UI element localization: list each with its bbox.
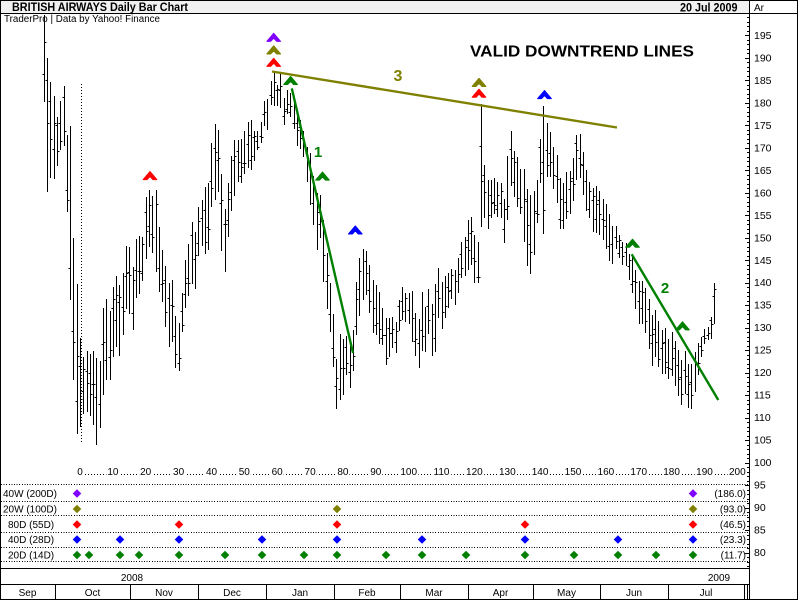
svg-text:Jan: Jan <box>292 588 308 599</box>
svg-text:190: 190 <box>754 52 772 64</box>
svg-text:100: 100 <box>754 457 772 469</box>
svg-text:30: 30 <box>173 467 185 478</box>
svg-text:Ar: Ar <box>754 3 765 14</box>
svg-text:May: May <box>557 588 576 599</box>
svg-text:175: 175 <box>754 120 772 132</box>
svg-text:(46.5): (46.5) <box>720 520 746 531</box>
svg-text:80: 80 <box>754 547 766 559</box>
svg-text:40W (200D): 40W (200D) <box>3 489 57 500</box>
svg-text:90: 90 <box>370 467 382 478</box>
svg-text:Jun: Jun <box>626 588 642 599</box>
svg-text:95: 95 <box>754 480 766 492</box>
svg-text:(11.7): (11.7) <box>721 551 746 562</box>
svg-text:70: 70 <box>305 467 317 478</box>
svg-text:145: 145 <box>754 255 772 267</box>
svg-text:155: 155 <box>754 210 772 222</box>
svg-text:115: 115 <box>754 390 771 402</box>
svg-text:BRITISH AIRWAYS Daily Bar Char: BRITISH AIRWAYS Daily Bar Chart <box>12 2 188 14</box>
svg-text:10: 10 <box>107 467 119 478</box>
svg-text:Jul: Jul <box>700 588 713 599</box>
svg-text:0: 0 <box>77 467 83 478</box>
svg-text:150: 150 <box>565 467 582 478</box>
svg-text:1: 1 <box>314 144 322 161</box>
svg-text:125: 125 <box>754 345 772 357</box>
svg-text:150: 150 <box>754 232 772 244</box>
svg-text:(186.0): (186.0) <box>714 489 746 500</box>
svg-text:Nov: Nov <box>155 588 173 599</box>
svg-text:60: 60 <box>272 467 284 478</box>
svg-text:Mar: Mar <box>425 588 443 599</box>
svg-text:165: 165 <box>754 165 772 177</box>
svg-text:160: 160 <box>598 467 615 478</box>
svg-text:110: 110 <box>754 412 771 424</box>
svg-text:Dec: Dec <box>223 588 241 599</box>
svg-text:TraderPro | Data by Yahoo! Fi: TraderPro | Data by Yahoo! Finance <box>4 14 160 25</box>
svg-text:200: 200 <box>729 467 746 478</box>
svg-text:2008: 2008 <box>121 573 144 584</box>
svg-text:105: 105 <box>754 435 772 447</box>
svg-text:20D (14D): 20D (14D) <box>8 551 54 562</box>
svg-text:2009: 2009 <box>708 573 731 584</box>
svg-text:160: 160 <box>754 187 772 199</box>
svg-text:Sep: Sep <box>19 588 37 599</box>
svg-text:130: 130 <box>754 322 772 334</box>
svg-text:130: 130 <box>499 467 516 478</box>
svg-text:170: 170 <box>754 142 772 154</box>
svg-text:(23.3): (23.3) <box>720 535 746 546</box>
svg-text:180: 180 <box>663 467 680 478</box>
svg-text:180: 180 <box>754 97 772 109</box>
svg-text:100: 100 <box>400 467 417 478</box>
svg-text:Oct: Oct <box>85 588 101 599</box>
svg-text:2: 2 <box>661 280 669 297</box>
svg-text:195: 195 <box>754 30 772 42</box>
svg-text:(93.0): (93.0) <box>720 505 746 516</box>
svg-text:110: 110 <box>434 467 450 478</box>
svg-text:170: 170 <box>630 467 647 478</box>
svg-text:140: 140 <box>754 277 772 289</box>
svg-text:85: 85 <box>754 525 766 537</box>
svg-text:VALID DOWNTREND LINES: VALID DOWNTREND LINES <box>470 44 694 61</box>
svg-text:135: 135 <box>754 300 772 312</box>
svg-text:90: 90 <box>754 502 766 514</box>
svg-text:140: 140 <box>532 467 549 478</box>
svg-text:80: 80 <box>337 467 349 478</box>
svg-text:Apr: Apr <box>493 588 509 599</box>
svg-text:20: 20 <box>140 467 152 478</box>
svg-text:20W (100D): 20W (100D) <box>3 505 57 516</box>
svg-text:40: 40 <box>206 467 218 478</box>
svg-text:120: 120 <box>466 467 483 478</box>
svg-text:80D (55D): 80D (55D) <box>8 520 54 531</box>
svg-text:190: 190 <box>696 467 713 478</box>
svg-text:120: 120 <box>754 367 772 379</box>
svg-text:185: 185 <box>754 75 772 87</box>
svg-text:Feb: Feb <box>358 588 376 599</box>
svg-text:50: 50 <box>239 467 251 478</box>
svg-text:20 Jul 2009: 20 Jul 2009 <box>680 1 738 15</box>
svg-text:3: 3 <box>394 68 403 85</box>
svg-text:40D (28D): 40D (28D) <box>8 535 54 546</box>
